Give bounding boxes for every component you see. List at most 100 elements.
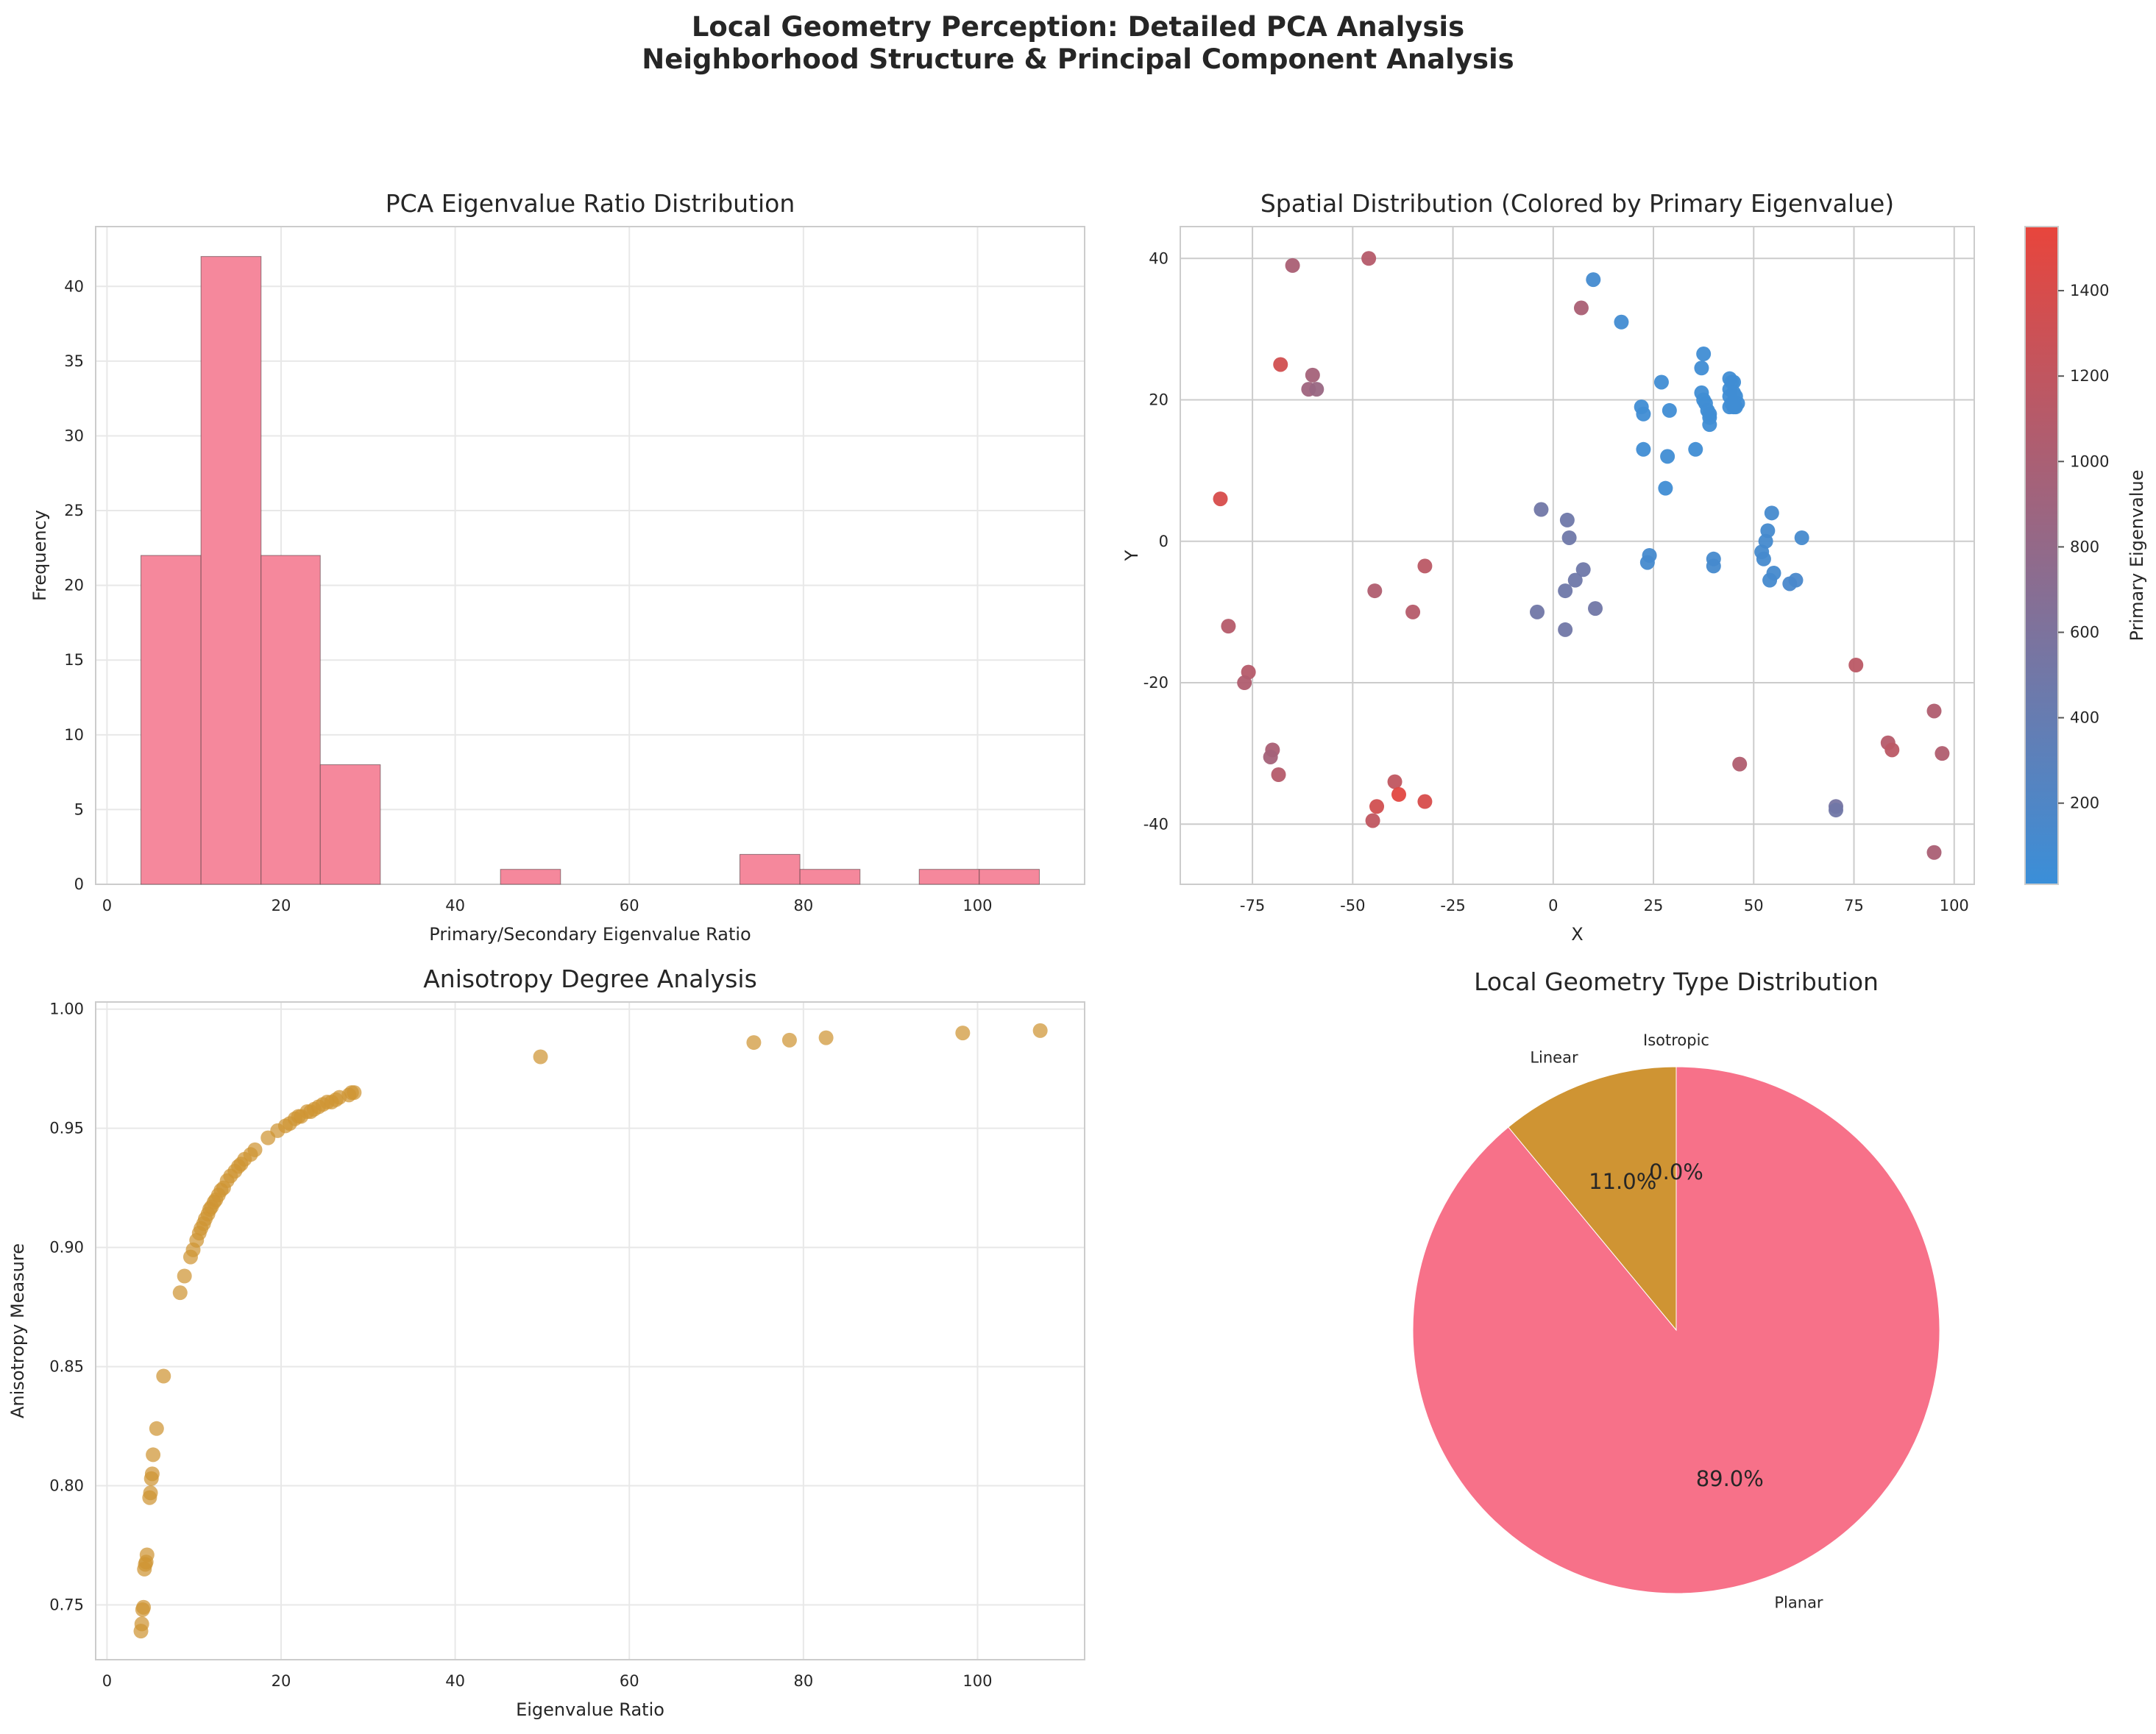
x-tick-label: -50 bbox=[1340, 897, 1365, 914]
spatial-point bbox=[1285, 257, 1300, 273]
y-tick-label: 0 bbox=[1159, 533, 1169, 550]
x-tick-label: 80 bbox=[793, 1672, 813, 1690]
anisotropy-scatter-panel: 0 20 40 60 80 100 0.75 0.80 0.85 0.90 0.95 1.00 Anis… bbox=[7, 964, 1085, 1720]
anisotropy-point bbox=[177, 1268, 192, 1284]
spatial-point bbox=[1653, 374, 1669, 390]
spatial-point bbox=[1387, 774, 1403, 789]
spatial-point bbox=[1658, 480, 1673, 496]
spatial-point bbox=[1884, 742, 1900, 758]
anisotropy-point bbox=[139, 1547, 155, 1563]
anisotropy-point bbox=[746, 1035, 762, 1051]
anisotropy-point bbox=[134, 1616, 149, 1632]
axes-frame bbox=[95, 1001, 1085, 1660]
pie-pct-label: 11.0% bbox=[1589, 1169, 1656, 1194]
spatial-point bbox=[1926, 703, 1942, 719]
figure-title-line1: Local Geometry Perception: Detailed PCA … bbox=[692, 11, 1464, 43]
x-tick-label: -25 bbox=[1440, 897, 1465, 914]
spatial-point bbox=[1405, 604, 1421, 619]
colorbar-tick-label: 600 bbox=[2070, 623, 2099, 641]
y-tick-label: -40 bbox=[1143, 815, 1169, 833]
y-tick-label: 0.95 bbox=[49, 1120, 84, 1137]
x-tick-label: 80 bbox=[793, 897, 813, 914]
spatial-point bbox=[1706, 558, 1721, 574]
spatial-point bbox=[1730, 396, 1745, 411]
y-axis-label: Frequency bbox=[29, 510, 50, 601]
pie-slice-label: Planar bbox=[1774, 1594, 1823, 1612]
spatial-point bbox=[1756, 551, 1771, 566]
y-tick-label: 10 bbox=[64, 726, 84, 744]
anisotropy-point bbox=[818, 1030, 834, 1045]
panel-title: Spatial Distribution (Colored by Primary… bbox=[1260, 189, 1894, 218]
spatial-point bbox=[1636, 406, 1651, 422]
histogram-bar bbox=[979, 869, 1040, 885]
spatial-point bbox=[1263, 749, 1278, 764]
pie-pct-label: 89.0% bbox=[1696, 1466, 1764, 1491]
spatial-point bbox=[1305, 367, 1320, 383]
spatial-point bbox=[1533, 502, 1549, 517]
y-tick-label: 40 bbox=[64, 277, 84, 295]
spatial-point bbox=[1588, 601, 1603, 617]
pie-slice bbox=[1412, 1066, 1940, 1594]
spatial-point bbox=[1764, 505, 1779, 521]
x-tick-label: 0 bbox=[102, 897, 112, 914]
spatial-point bbox=[1365, 813, 1380, 828]
figure-title-line2: Neighborhood Structure & Principal Compo… bbox=[642, 43, 1514, 75]
spatial-point bbox=[1309, 382, 1325, 397]
x-tick-label: 40 bbox=[445, 897, 465, 914]
spatial-point bbox=[1559, 512, 1575, 527]
spatial-point bbox=[1828, 803, 1843, 818]
spatial-point bbox=[1926, 845, 1942, 860]
colorbar bbox=[2025, 227, 2058, 884]
y-tick-label: 25 bbox=[64, 502, 84, 519]
spatial-point bbox=[1660, 449, 1675, 464]
colorbar-tick-label: 400 bbox=[2070, 709, 2099, 727]
anisotropy-point bbox=[146, 1447, 161, 1463]
geometry-type-pie-panel: Local Geometry Type Distribution Linear 11… bbox=[1412, 967, 1940, 1612]
anisotropy-point bbox=[1032, 1023, 1048, 1038]
spatial-point bbox=[1367, 583, 1383, 599]
x-axis-label: X bbox=[1571, 924, 1583, 945]
y-tick-label: 0.80 bbox=[49, 1477, 84, 1495]
spatial-point bbox=[1694, 360, 1709, 376]
panel-title: PCA Eigenvalue Ratio Distribution bbox=[386, 189, 795, 218]
histogram-bar bbox=[200, 256, 262, 885]
panel-title: Local Geometry Type Distribution bbox=[1474, 967, 1879, 996]
spatial-point bbox=[1221, 619, 1236, 634]
axes-frame bbox=[95, 226, 1085, 885]
anisotropy-point bbox=[136, 1599, 152, 1615]
x-tick-label: 25 bbox=[1644, 897, 1664, 914]
y-tick-label: 0.85 bbox=[49, 1358, 84, 1376]
colorbar-tick-label: 200 bbox=[2070, 795, 2099, 812]
spatial-point bbox=[1573, 300, 1589, 316]
histogram-bar bbox=[799, 869, 861, 885]
histogram-bar bbox=[918, 869, 980, 885]
spatial-point bbox=[1732, 756, 1748, 772]
spatial-point bbox=[1417, 794, 1433, 809]
colorbar-tick-label: 1200 bbox=[2070, 367, 2109, 385]
histogram-bar bbox=[500, 869, 561, 885]
anisotropy-point bbox=[347, 1085, 362, 1101]
spatial-point bbox=[1361, 251, 1377, 266]
y-tick-label: 30 bbox=[64, 427, 84, 444]
panel-title: Anisotropy Degree Analysis bbox=[423, 964, 757, 993]
colorbar-tick-label: 800 bbox=[2070, 538, 2099, 555]
spatial-point bbox=[1558, 583, 1573, 599]
x-tick-label: 20 bbox=[272, 897, 291, 914]
spatial-point bbox=[1848, 658, 1864, 672]
spatial-point bbox=[1273, 357, 1288, 372]
spatial-point bbox=[1762, 572, 1778, 588]
anisotropy-point bbox=[156, 1368, 171, 1384]
x-tick-label: -75 bbox=[1240, 897, 1265, 914]
histogram-bar bbox=[319, 764, 381, 885]
y-tick-label: 15 bbox=[64, 651, 84, 669]
spatial-point bbox=[1782, 576, 1798, 591]
y-axis-label: Y bbox=[1121, 550, 1142, 561]
x-tick-label: 40 bbox=[445, 1672, 465, 1690]
histogram-panel: 0 20 40 60 80 100 0 5 10 15 20 25 30 35 40 PCA Eigenval… bbox=[29, 189, 1085, 945]
x-tick-label: 50 bbox=[1744, 897, 1764, 914]
histogram-bar bbox=[141, 555, 202, 885]
x-tick-label: 75 bbox=[1844, 897, 1864, 914]
spatial-point bbox=[1575, 562, 1591, 578]
spatial-point bbox=[1561, 530, 1577, 545]
